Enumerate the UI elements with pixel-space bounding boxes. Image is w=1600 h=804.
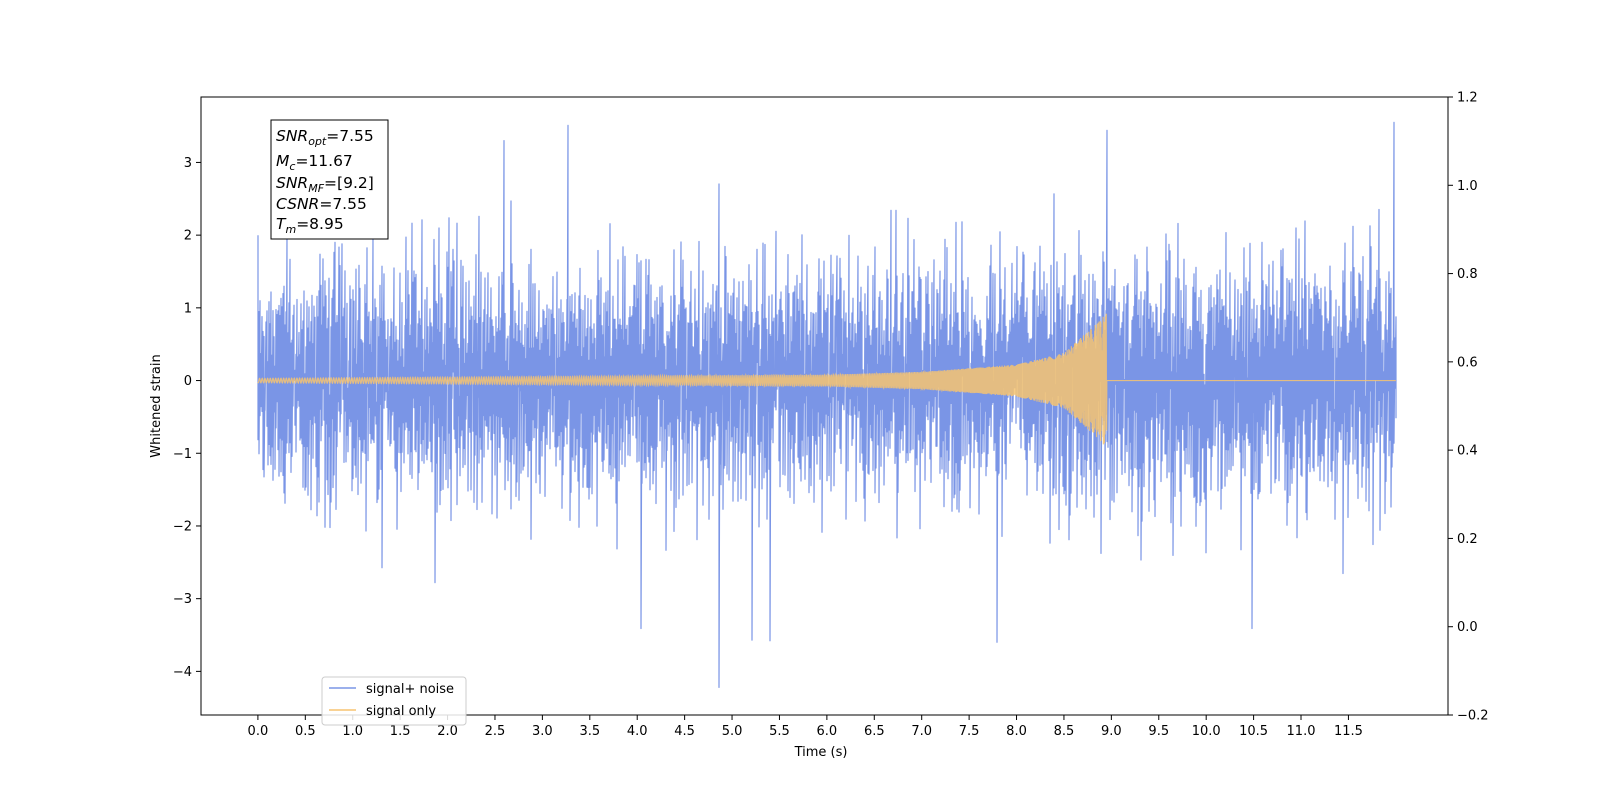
x-tick-label: 1.0 (342, 724, 363, 739)
x-tick-label: 4.5 (674, 724, 695, 739)
noise-trace (257, 121, 1397, 688)
x-tick-label: 10.5 (1239, 724, 1268, 739)
x-tick-label: 1.5 (390, 724, 411, 739)
noise-series (257, 121, 1397, 688)
x-tick-label: 5.5 (769, 724, 790, 739)
y-axis-label: Whitened strain (149, 354, 164, 457)
x-axis-ticks: 0.0 0.5 1.0 1.5 2.0 2.5 3.0 3.5 4.0 4.5 5.0 5.5 6.0 6… (248, 715, 1363, 739)
y-tick-label: −4 (173, 665, 192, 680)
x-tick-label: 5.0 (722, 724, 743, 739)
y-tick-label: −2 (173, 519, 192, 534)
snr-mf-text: SNRMF=[9.2] (276, 174, 374, 195)
x-tick-label: 7.5 (959, 724, 980, 739)
y-tick-label: 2 (184, 229, 192, 244)
x-tick-label: 11.0 (1287, 724, 1316, 739)
x-tick-label: 2.5 (485, 724, 506, 739)
tm-value: =8.95 (296, 215, 344, 233)
csnr-text: CSNR=7.55 (276, 195, 367, 213)
info-box: SNRopt=7.55 Mc=11.67 SNRMF=[9.2] CSNR=7.… (270, 119, 389, 240)
y2-axis-ticks: −0.2 0.0 0.2 0.4 0.6 0.8 1.0 1.2 (1448, 91, 1489, 724)
y-axis-ticks: −4 −3 −2 −1 0 1 2 3 (173, 156, 201, 680)
snr-opt-text: SNRopt=7.55 (276, 127, 374, 148)
signal-trace (257, 313, 1396, 445)
x-tick-label: 6.5 (864, 724, 885, 739)
y2-tick-label: 0.4 (1457, 444, 1478, 459)
x-tick-label: 4.0 (627, 724, 648, 739)
tm-text: Tm=8.95 (276, 215, 344, 236)
x-tick-label: 0.0 (248, 724, 269, 739)
y-tick-label: 0 (184, 374, 192, 389)
x-tick-label: 2.0 (437, 724, 458, 739)
x-tick-label: 8.0 (1006, 724, 1027, 739)
x-tick-label: 10.0 (1192, 724, 1221, 739)
y-tick-label: −1 (173, 447, 192, 462)
y2-tick-label: 0.2 (1457, 532, 1478, 547)
y-tick-label: 3 (184, 156, 192, 171)
mc-text: Mc=11.67 (276, 152, 353, 173)
legend-frame (321, 676, 467, 726)
x-tick-label: 8.5 (1054, 724, 1075, 739)
x-tick-label: 0.5 (295, 724, 316, 739)
legend: signal+ noise signal only (321, 676, 467, 726)
x-tick-label: 7.0 (911, 724, 932, 739)
x-tick-label: 6.0 (817, 724, 838, 739)
x-tick-label: 3.5 (579, 724, 600, 739)
x-tick-label: 11.5 (1334, 724, 1363, 739)
y2-tick-label: 0.0 (1457, 620, 1478, 635)
y2-tick-label: 0.8 (1457, 267, 1478, 282)
legend-signal-label: signal only (366, 704, 436, 719)
y2-tick-label: 1.0 (1457, 179, 1478, 194)
signal-series (257, 313, 1396, 445)
y-tick-label: −3 (173, 592, 192, 607)
x-tick-label: 9.0 (1101, 724, 1122, 739)
snr-opt-value: =7.55 (326, 127, 374, 145)
y2-tick-label: 0.6 (1457, 355, 1478, 370)
x-axis-label: Time (s) (794, 745, 848, 760)
legend-noise-label: signal+ noise (366, 682, 454, 697)
y2-tick-label: 1.2 (1457, 91, 1478, 106)
csnr-value: =7.55 (319, 195, 367, 213)
y2-tick-label: −0.2 (1457, 709, 1489, 724)
mc-value: =11.67 (295, 152, 352, 170)
info-box-frame (270, 119, 389, 240)
x-tick-label: 3.0 (532, 724, 553, 739)
x-tick-label: 9.5 (1148, 724, 1169, 739)
y-tick-label: 1 (184, 301, 192, 316)
snr-mf-value: =[9.2] (324, 174, 374, 192)
axes-frame (200, 96, 1449, 716)
